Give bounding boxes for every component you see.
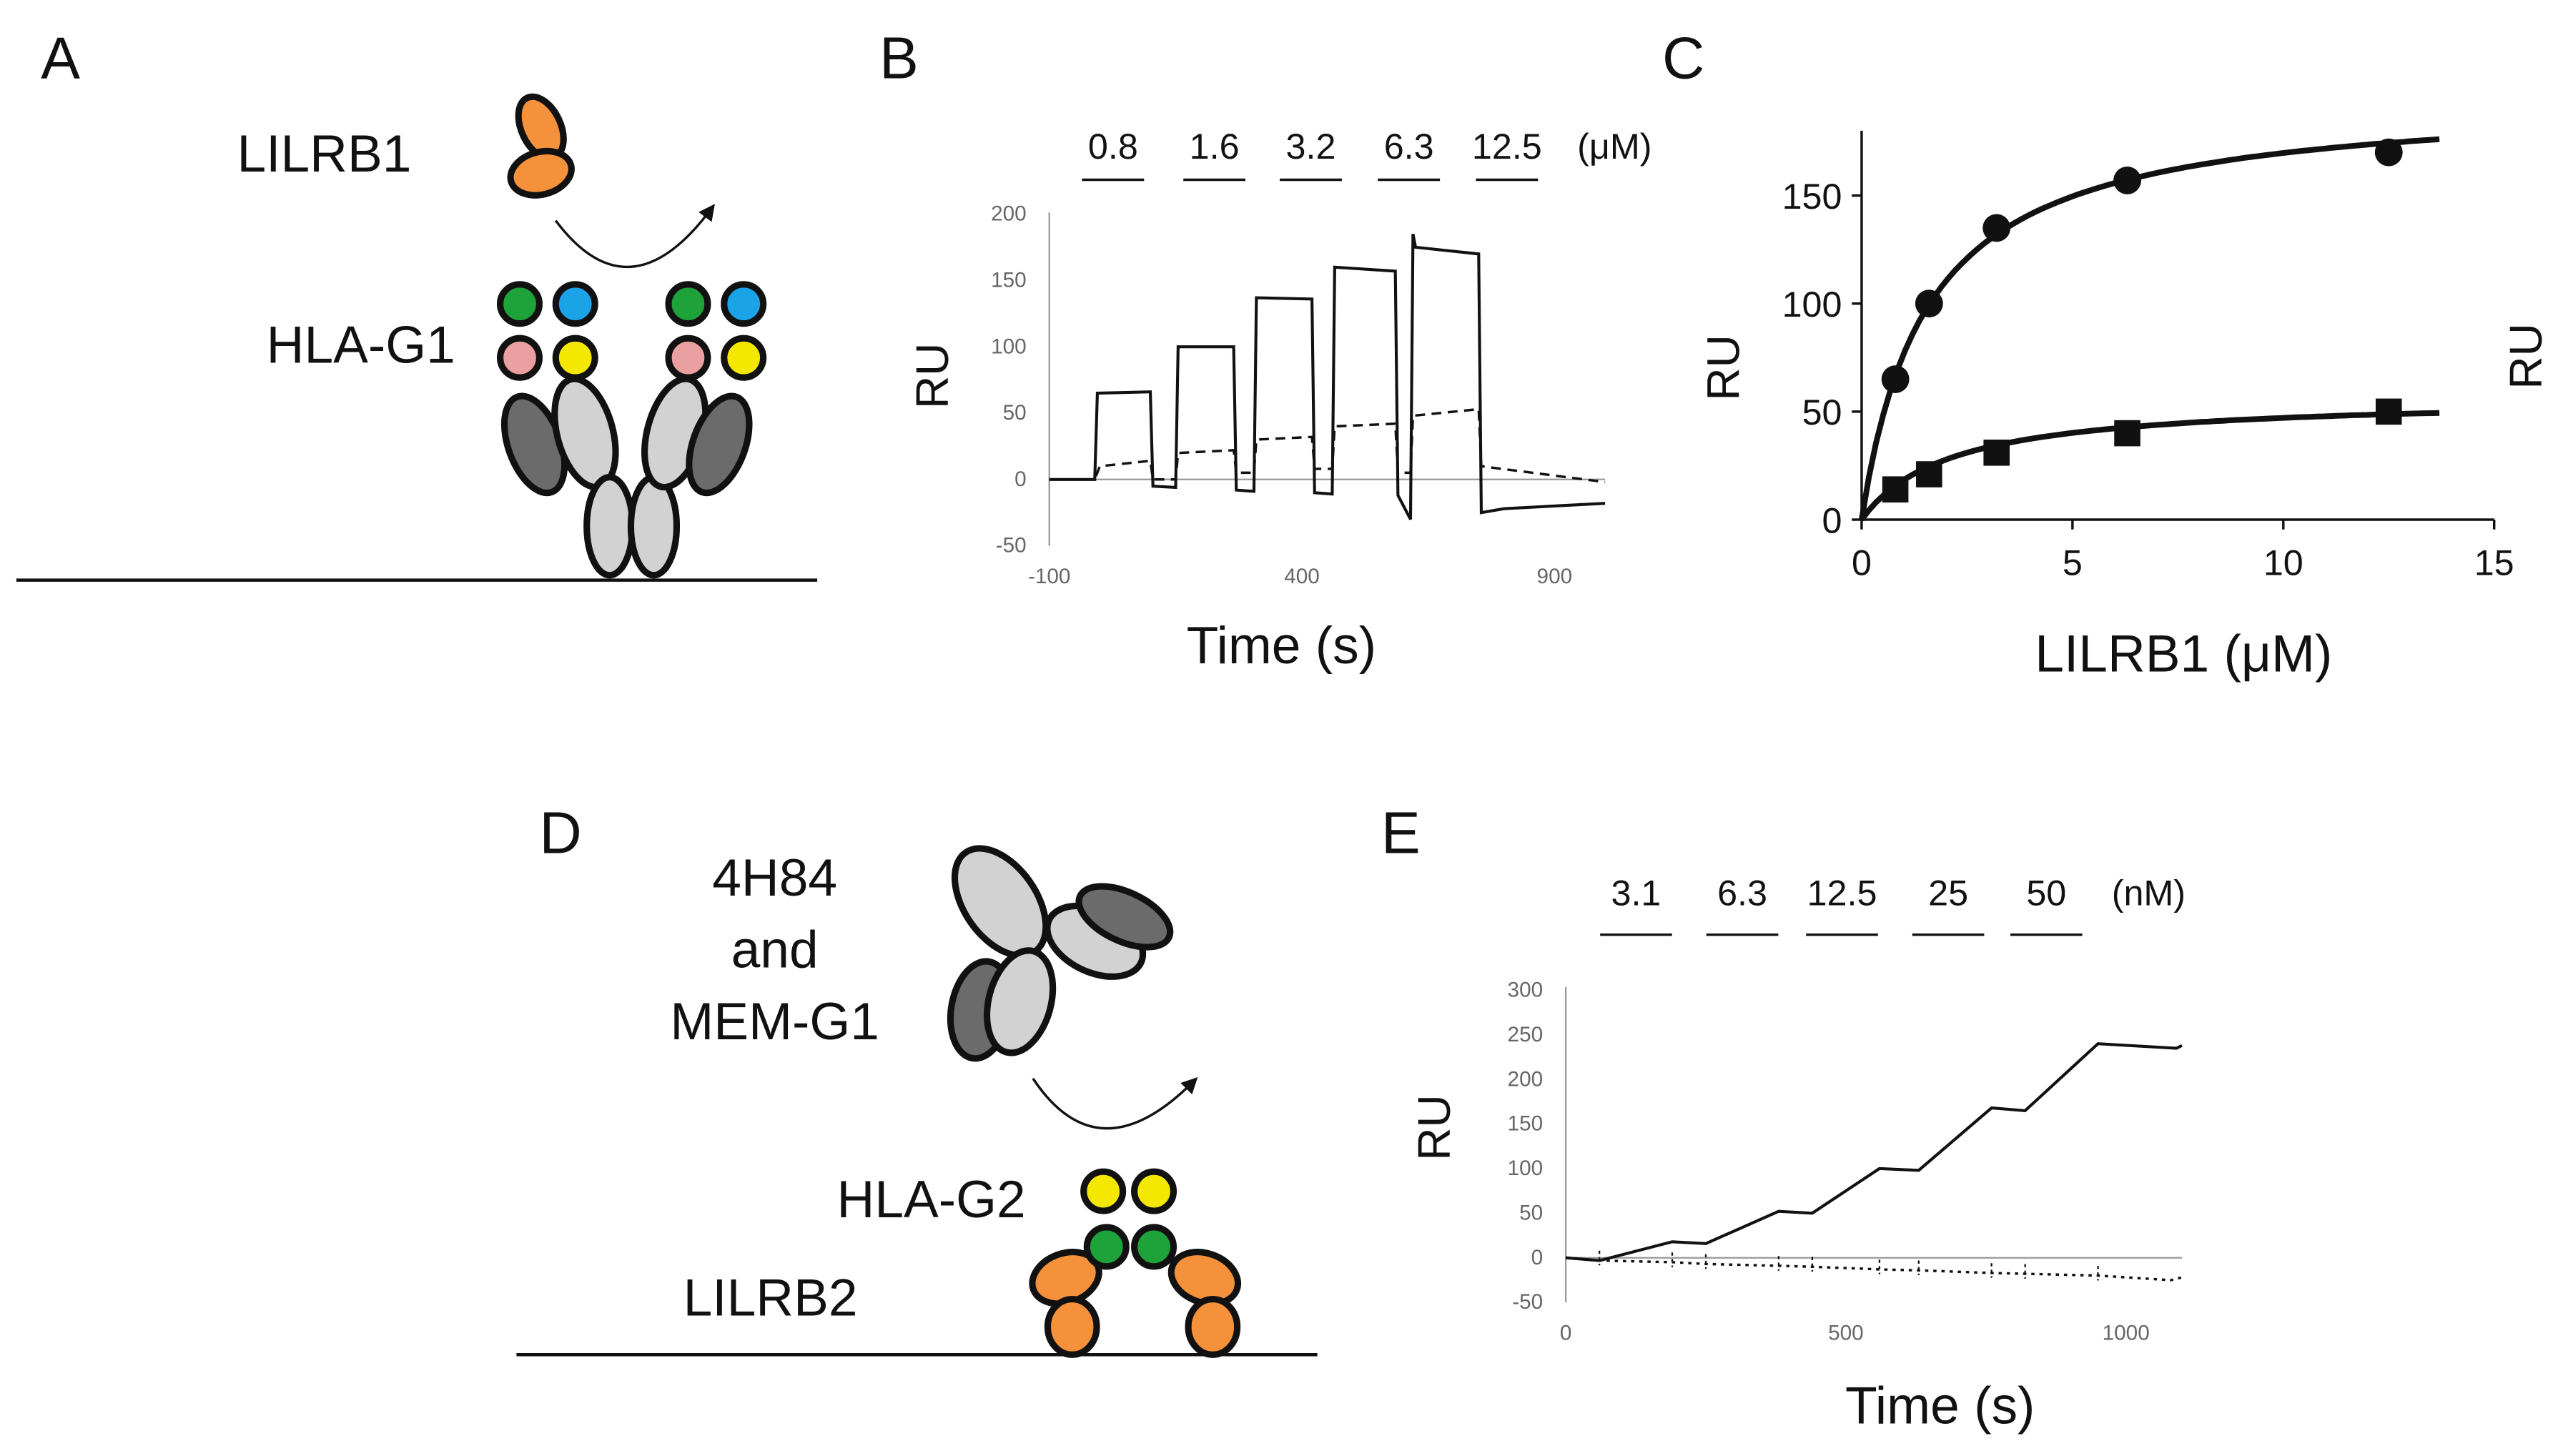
panel-d-binding-arrow xyxy=(1032,1076,1198,1130)
panel-a: A LILRB1 HLA-G1 xyxy=(16,26,818,582)
panel-c-point-circle xyxy=(1982,214,2011,242)
panel-c-xlabel: LILRB1 (μM) xyxy=(2035,625,2332,683)
panel-b-x-tick-label: 400 xyxy=(1284,565,1320,588)
panel-e-concentration-label: 12.5 xyxy=(1807,873,1877,913)
panel-e-y-tick-label: -50 xyxy=(1512,1290,1543,1314)
panel-e-concentration-label: 3.1 xyxy=(1611,873,1661,913)
panel-b-concentration-label: 12.5 xyxy=(1472,126,1542,167)
panel-b-x-tick-label: -100 xyxy=(1028,565,1070,588)
panel-b-y-tick-label: -50 xyxy=(996,534,1027,558)
panel-b-xlabel: Time (s) xyxy=(1187,616,1376,675)
panel-e-y-tick-label: 50 xyxy=(1519,1201,1543,1224)
panel-e-concentration-labels: 3.1 6.3 12.5 25 50 xyxy=(1600,873,2083,936)
panel-c-point-circle xyxy=(1881,365,1910,393)
panel-e-x-tick-label: 1000 xyxy=(2103,1322,2150,1345)
panel-c-point-circle xyxy=(1915,289,1943,318)
panel-c-y-tick-label: 0 xyxy=(1822,500,1842,540)
panel-e-y-tick-label: 250 xyxy=(1508,1023,1544,1046)
panel-e-y-tick-label: 300 xyxy=(1508,979,1544,1002)
panel-d-antibody-line-2: and xyxy=(731,920,819,979)
panel-e-y-tick-label: 150 xyxy=(1508,1112,1544,1136)
panel-c-point-square xyxy=(2375,398,2402,425)
panel-d-ligand-label: HLA-G2 xyxy=(837,1170,1026,1229)
panel-b-series-solid xyxy=(1049,233,1606,520)
panel-e-y-tick-label: 100 xyxy=(1508,1157,1544,1180)
panel-b-unit: (μM) xyxy=(1577,126,1651,167)
hla-g2-lilrb2-complex xyxy=(1029,1168,1242,1358)
panel-e-x-tick-label: 500 xyxy=(1828,1322,1864,1345)
panel-e-y-tick-label: 200 xyxy=(1508,1067,1544,1091)
panel-b-letter: B xyxy=(879,26,919,91)
panel-e: E 3.1 6.3 12.5 25 50 (nM) 300250200150100500… xyxy=(1381,800,2186,1435)
panel-e-concentration-label: 50 xyxy=(2026,873,2066,913)
panel-c-point-circle xyxy=(2374,138,2403,167)
panel-b-x-tick-label: 900 xyxy=(1537,565,1573,588)
panel-d-antibody-line-3: MEM-G1 xyxy=(670,992,879,1051)
panel-e-series-solid xyxy=(1565,1042,2183,1262)
panel-b-ylabel: RU xyxy=(907,343,958,409)
panel-c-y-tick-label: 50 xyxy=(1802,392,1842,432)
panel-c-point-square xyxy=(1882,476,1909,502)
panel-a-letter: A xyxy=(41,26,80,91)
panel-c-point-circle xyxy=(2113,166,2141,194)
panel-d-receptor-label: LILRB2 xyxy=(683,1268,858,1327)
panel-b-series-dashed xyxy=(1049,407,1606,484)
panel-e-concentration-label: 25 xyxy=(1928,873,1968,913)
panel-c-y-tick-label: 150 xyxy=(1782,176,1842,217)
panel-c-point-square xyxy=(2114,420,2140,447)
panel-c-x-tick-label: 0 xyxy=(1852,543,1872,583)
panel-c-plot: 150 100 50 00 5 10 15 xyxy=(1782,130,2514,583)
panel-e-letter: E xyxy=(1381,800,1421,866)
panel-c-ylabel: RU xyxy=(1697,335,1749,400)
panel-e-unit: (nM) xyxy=(2112,873,2186,913)
panel-c-y-tick-label: 100 xyxy=(1782,284,1842,325)
panel-c: C 150 100 50 00 5 10 15 RU RU LILRB1 (μM) xyxy=(1662,26,2552,683)
panel-d-letter: D xyxy=(539,800,581,866)
panel-b: B 0.8 1.6 3.2 6.3 12.5 (μM) 200 150 100 50 0 -50-… xyxy=(879,26,1652,675)
panel-a-receptor-label: HLA-G1 xyxy=(267,316,455,375)
panel-e-series-dotted xyxy=(1566,1256,2183,1282)
panel-c-letter: C xyxy=(1662,26,1704,91)
lilrb1-molecule xyxy=(507,93,575,199)
panel-c-point-square xyxy=(1983,440,2010,466)
panel-b-concentration-label: 1.6 xyxy=(1190,126,1240,167)
panel-b-plot: 200 150 100 50 0 -50-100 400 900 xyxy=(991,202,1606,588)
panel-b-concentration-label: 0.8 xyxy=(1088,126,1138,167)
panel-a-binding-arrow xyxy=(554,204,715,268)
panel-c-x-tick-label: 5 xyxy=(2063,543,2083,583)
panel-b-y-tick-label: 100 xyxy=(991,335,1027,358)
panel-e-concentration-label: 6.3 xyxy=(1717,873,1767,913)
hla-g1-dimer xyxy=(496,281,767,579)
panel-e-x-tick-label: 0 xyxy=(1560,1322,1572,1345)
panel-c-fit-curve xyxy=(1859,410,2440,522)
panel-a-ligand-label: LILRB1 xyxy=(237,124,411,183)
panel-b-concentration-labels: 0.8 1.6 3.2 6.3 12.5 xyxy=(1082,126,1542,182)
antibody-molecule xyxy=(947,845,1174,1062)
panel-c-x-tick-label: 10 xyxy=(2263,543,2303,583)
panel-b-y-tick-label: 0 xyxy=(1014,467,1027,491)
panel-b-concentration-label: 3.2 xyxy=(1286,126,1336,167)
panel-c-point-square xyxy=(1916,461,1942,487)
panel-c-ylabel-right: RU xyxy=(2500,323,2552,389)
panel-c-fit-curve xyxy=(1859,136,2440,520)
panel-b-y-tick-label: 50 xyxy=(1003,401,1027,425)
panel-d: D 4H84 and MEM-G1 HLA-G2 LILRB2 xyxy=(516,800,1318,1358)
panel-e-ylabel: RU xyxy=(1408,1094,1460,1160)
panel-b-y-tick-label: 200 xyxy=(991,202,1027,226)
panel-e-xlabel: Time (s) xyxy=(1845,1376,2035,1435)
panel-e-y-tick-label: 0 xyxy=(1531,1246,1544,1269)
panel-d-antibody-line-1: 4H84 xyxy=(712,848,837,907)
panel-c-x-tick-label: 15 xyxy=(2474,543,2514,583)
panel-b-concentration-label: 6.3 xyxy=(1384,126,1434,167)
panel-b-y-tick-label: 150 xyxy=(991,268,1027,292)
